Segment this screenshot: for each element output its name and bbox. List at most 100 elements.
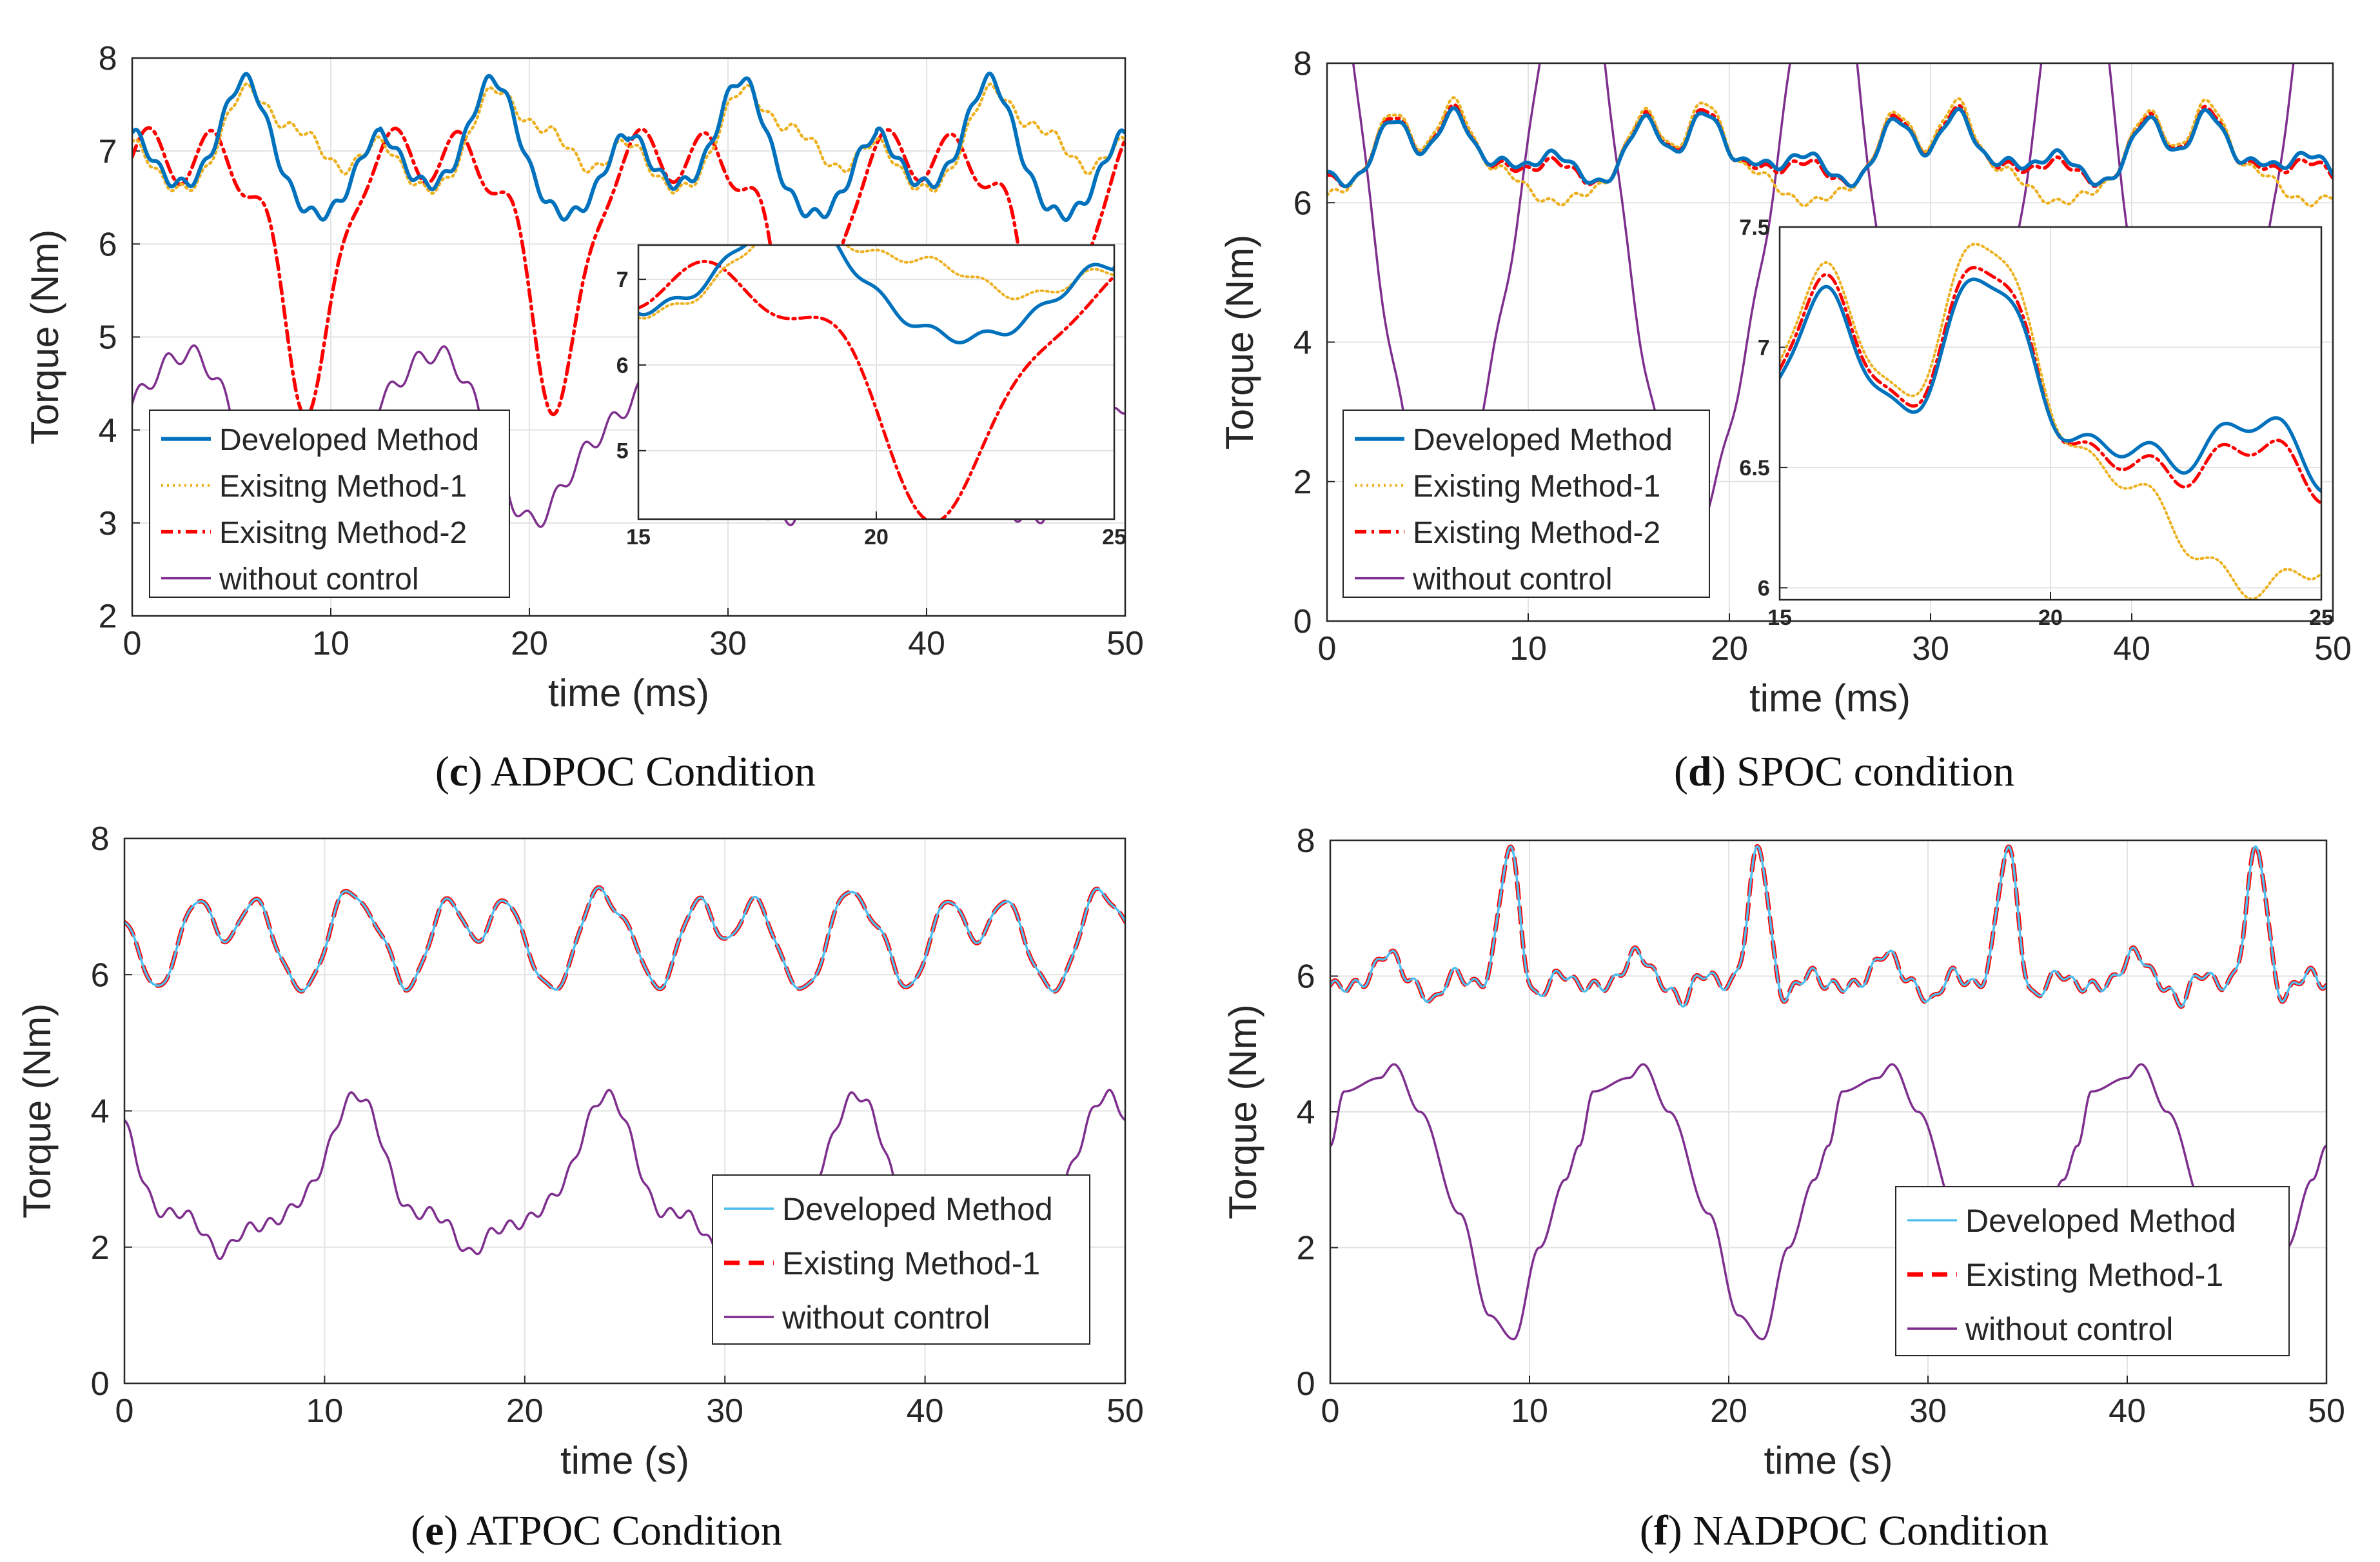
caption-letter: c xyxy=(449,748,468,795)
y-tick-label: 7 xyxy=(616,268,629,292)
x-tick-label: 10 xyxy=(1511,1392,1548,1430)
x-axis-label: time (ms) xyxy=(548,671,709,715)
series-line-developed-method xyxy=(1780,277,2321,493)
y-tick-label: 0 xyxy=(91,1365,110,1403)
legend-label: Existing Method-1 xyxy=(1413,470,1660,504)
series-line-existing-method-1 xyxy=(1780,242,2321,600)
legend-label: without control xyxy=(1412,562,1613,597)
legend-box xyxy=(1342,410,1710,598)
inset-c: 15 20 25 5 6 7 xyxy=(616,244,1126,549)
x-tick-label: 40 xyxy=(907,1392,944,1430)
caption-text: ) ADPOC Condition xyxy=(468,748,816,795)
y-tick-label: 4 xyxy=(91,1093,110,1131)
axes-frame xyxy=(123,837,1126,1385)
y-tick-label: 5 xyxy=(616,439,629,464)
y-tick-label: 7.5 xyxy=(1739,215,1769,240)
legend-label: Existing Method-2 xyxy=(1413,516,1660,550)
x-axis-label: time (ms) xyxy=(1749,677,1911,720)
legend-label: Developed Method xyxy=(1965,1203,2236,1239)
inset-axes: 15 20 25 6 6.5 7 7.5 xyxy=(1739,215,2333,630)
panel-caption: (c) ADPOC Condition xyxy=(435,748,816,795)
x-tick-label: 20 xyxy=(864,525,889,549)
y-tick-label: 2 xyxy=(1293,464,1312,501)
series-line-developed-method xyxy=(1330,845,2326,1008)
series-line-developed-method xyxy=(124,886,1125,993)
caption-paren: ( xyxy=(1640,1507,1654,1554)
axes-frame xyxy=(131,57,1126,617)
chart-panel-f: 0 10 20 30 40 50 0 2 4 6 8 time (s) Torque (Nm) Devel… xyxy=(1221,822,2345,1554)
series-group xyxy=(1330,844,2326,1341)
x-tick-label: 40 xyxy=(2109,1392,2146,1430)
axes-frame xyxy=(1329,839,2328,1385)
caption-paren: ( xyxy=(411,1507,425,1554)
y-tick-label: 3 xyxy=(99,505,117,542)
y-tick-label: 7 xyxy=(99,133,117,170)
y-tick-label: 4 xyxy=(1293,324,1312,362)
x-tick-label: 0 xyxy=(1318,630,1337,667)
inset-axes: 15 20 25 5 6 7 xyxy=(616,245,1126,549)
y-tick-label: 2 xyxy=(99,598,117,635)
x-tick-label: 10 xyxy=(306,1392,343,1430)
caption-text: ) SPOC condition xyxy=(1712,748,2014,795)
x-tick-label: 0 xyxy=(123,625,142,662)
x-tick-label: 30 xyxy=(1909,1392,1947,1430)
legend-label: Exisitng Method-1 xyxy=(219,470,467,504)
x-tick-label: 15 xyxy=(626,525,651,549)
y-tick-label: 6 xyxy=(616,353,629,378)
chart-panel-d: 0 10 20 30 40 50 0 2 4 6 8 time (ms) Torque (Nm) 15 20… xyxy=(1218,45,2352,795)
legend-label: Existing Method-1 xyxy=(782,1245,1040,1281)
caption-letter: f xyxy=(1654,1507,1669,1554)
legend: Developed Method Existing Method-1 without… xyxy=(1895,1186,2290,1356)
x-axis-label: time (s) xyxy=(1764,1439,1893,1482)
x-tick-label: 20 xyxy=(511,625,548,662)
legend: Developed Method Existing Method-1 Existin… xyxy=(1342,410,1710,598)
caption-letter: d xyxy=(1688,748,1712,795)
y-tick-label: 6 xyxy=(1758,576,1770,600)
y-tick-label: 0 xyxy=(1293,603,1312,640)
caption-text: ) ATPOC Condition xyxy=(444,1507,782,1554)
y-tick-label: 8 xyxy=(91,820,110,858)
y-tick-label: 6.5 xyxy=(1739,456,1769,480)
panel-caption: (e) ATPOC Condition xyxy=(411,1507,782,1554)
x-tick-label: 20 xyxy=(1711,630,1748,667)
y-tick-label: 8 xyxy=(99,40,117,77)
x-tick-label: 0 xyxy=(1321,1392,1340,1430)
caption-paren: ( xyxy=(1674,748,1688,795)
series-line-existing-method-1 xyxy=(1327,96,2333,208)
legend-label: Exisitng Method-2 xyxy=(219,516,467,550)
x-tick-label: 15 xyxy=(1767,606,1792,630)
y-axis-label: Torque (Nm) xyxy=(23,230,66,444)
x-tick-label: 20 xyxy=(1710,1392,1747,1430)
x-tick-label: 50 xyxy=(1106,1392,1144,1430)
caption-paren: ( xyxy=(435,748,449,795)
x-tick-label: 50 xyxy=(1106,625,1144,662)
legend-box xyxy=(149,410,510,598)
y-tick-label: 6 xyxy=(1293,184,1312,222)
x-tick-label: 0 xyxy=(115,1392,134,1430)
series-line-developed-method xyxy=(132,72,1125,222)
y-tick-label: 4 xyxy=(99,412,117,450)
caption-text: ) NADPOC Condition xyxy=(1668,1507,2049,1554)
y-tick-label: 2 xyxy=(1297,1230,1315,1267)
inset-series-group xyxy=(1780,242,2321,600)
axes-frame xyxy=(1326,62,2334,622)
series-line-exisitng-method-1 xyxy=(132,82,1125,195)
legend: Developed Method Existing Method-1 without… xyxy=(712,1174,1090,1345)
series-line-without-control xyxy=(1330,1063,2326,1341)
x-tick-label: 25 xyxy=(1102,525,1126,549)
legend-box xyxy=(712,1174,1090,1345)
x-tick-label: 20 xyxy=(506,1392,544,1430)
x-tick-label: 20 xyxy=(2038,606,2063,630)
y-tick-label: 8 xyxy=(1297,822,1315,860)
x-tick-label: 25 xyxy=(2309,606,2334,630)
legend-label: Existing Method-1 xyxy=(1965,1257,2223,1293)
y-tick-label: 6 xyxy=(1297,958,1315,996)
legend-label: Developed Method xyxy=(1413,423,1673,457)
inset-d: 15 20 25 6 6.5 7 7.5 xyxy=(1739,215,2333,630)
x-tick-label: 10 xyxy=(1510,630,1547,667)
legend-label: without control xyxy=(1965,1311,2173,1347)
caption-letter: e xyxy=(425,1507,444,1554)
panel-caption: (f) NADPOC Condition xyxy=(1640,1507,2049,1554)
